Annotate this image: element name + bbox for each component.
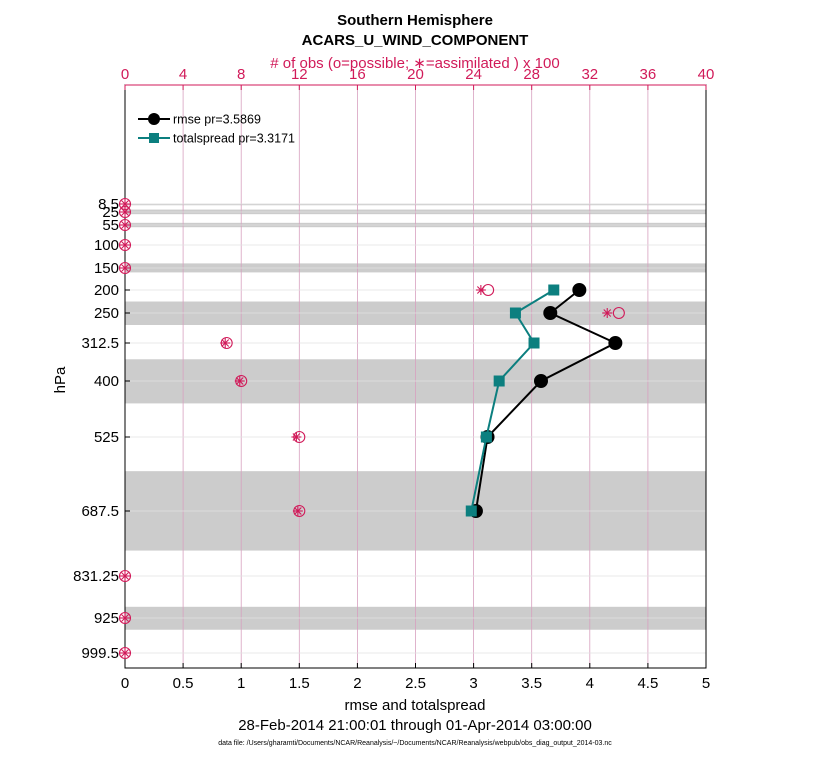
y-tick-label: 925 [94, 610, 119, 627]
x-tick-label: 3.5 [521, 675, 542, 692]
obs-assimilated-marker [291, 432, 302, 442]
top-tick-label: 32 [581, 66, 598, 83]
top-tick-label: 8 [237, 66, 245, 83]
y-axis-label: hPa [52, 366, 69, 393]
obs-count-marks [118, 197, 625, 660]
date-range: 28-Feb-2014 21:00:01 through 01-Apr-2014… [238, 717, 592, 734]
totalspread-point [509, 307, 521, 319]
top-tick-label: 36 [640, 66, 657, 83]
top-tick-label: 40 [698, 66, 715, 83]
obs-assimilated-marker [234, 376, 245, 386]
x-tick-label: 1 [237, 675, 245, 692]
y-tick-label: 55 [102, 217, 119, 234]
y-tick-label: 831.25 [73, 568, 119, 585]
y-tick-label: 999.5 [81, 645, 119, 662]
totalspread-point [548, 284, 560, 296]
x-axis-label: rmse and totalspread [345, 697, 486, 714]
x-tick-label: 2.5 [405, 675, 426, 692]
totalspread-point [493, 375, 505, 387]
obs-possible-marker [612, 306, 625, 320]
x-axis-ticks: 0 0.5 1 1.5 2 2.5 3 3.5 4 4.5 5 [121, 663, 710, 692]
y-tick-label: 100 [94, 237, 119, 254]
top-tick-label: 12 [291, 66, 308, 83]
y-tick-label: 687.5 [81, 503, 119, 520]
top-tick-label: 20 [407, 66, 424, 83]
top-tick-label: 28 [523, 66, 540, 83]
rmse-point [608, 336, 623, 350]
y-tick-label: 25 [102, 204, 119, 221]
obs-possible-marker [118, 218, 132, 232]
rmse-point [543, 306, 558, 320]
y-tick-label: 200 [94, 282, 119, 299]
obs-assimilated-marker [120, 571, 130, 581]
series-layer [465, 283, 623, 518]
y-tick-label: 150 [94, 260, 119, 277]
legend-entry: totalspread pr=3.3171 [173, 132, 295, 146]
totalspread-point [465, 505, 477, 517]
legend-marker-circle [148, 113, 160, 125]
totalspread-point [528, 337, 540, 349]
totalspread-point [480, 431, 492, 443]
x-tick-label: 4 [586, 675, 594, 692]
obs-assimilated-marker [120, 220, 130, 230]
obs-possible-marker [118, 261, 132, 275]
obs-assimilated-marker [292, 506, 303, 516]
legend-entry: rmse pr=3.5869 [173, 113, 261, 127]
y-tick-label: 8.5 [98, 196, 119, 213]
obs-possible-marker [118, 569, 132, 583]
legend-marker-square [149, 133, 159, 143]
x-tick-label: 3 [469, 675, 477, 692]
series-line-totalspread [470, 289, 555, 512]
chart-subtitle: ACARS_U_WIND_COMPONENT [302, 32, 529, 49]
x-tick-label: 4.5 [637, 675, 658, 692]
x-tick-label: 0 [121, 675, 129, 692]
x-tick-label: 1.5 [289, 675, 310, 692]
obs-possible-marker [118, 205, 132, 219]
y-tick-label: 250 [94, 305, 119, 322]
obs-assimilated-marker [120, 263, 130, 273]
obs-possible-marker [118, 611, 132, 625]
x-tick-label: 0.5 [173, 675, 194, 692]
y-tick-label: 400 [94, 373, 119, 390]
top-tick-label: 4 [179, 66, 187, 83]
rmse-point [572, 283, 587, 297]
x-tick-label: 2 [353, 675, 361, 692]
chart-title: Southern Hemisphere [337, 12, 493, 29]
rmse-point [533, 374, 548, 388]
obs-assimilated-marker [602, 308, 613, 318]
top-tick-label: 0 [121, 66, 129, 83]
obs-assimilated-marker [120, 648, 130, 658]
obs-assimilated-marker [120, 240, 130, 250]
top-axis-label: # of obs (o=possible; ∗=assimilated ) x … [270, 55, 559, 72]
top-tick-label: 16 [349, 66, 366, 83]
top-axis-ticks: 0 4 8 12 16 20 24 28 32 36 40 [121, 66, 715, 90]
x-tick-label: 5 [702, 675, 710, 692]
obs-assimilated-marker [475, 285, 486, 295]
obs-possible-marker [118, 646, 132, 660]
obs-assimilated-marker [220, 338, 231, 348]
obs-assimilated-marker [120, 207, 130, 217]
y-tick-label: 525 [94, 429, 119, 446]
obs-assimilated-marker [120, 613, 130, 623]
obs-possible-marker [118, 238, 132, 252]
data-file-footnote: data file: /Users/gharamti/Documents/NCA… [218, 740, 612, 747]
legend: rmse pr=3.5869 totalspread pr=3.3171 [138, 113, 295, 146]
y-tick-label: 312.5 [81, 335, 119, 352]
top-tick-label: 24 [465, 66, 482, 83]
